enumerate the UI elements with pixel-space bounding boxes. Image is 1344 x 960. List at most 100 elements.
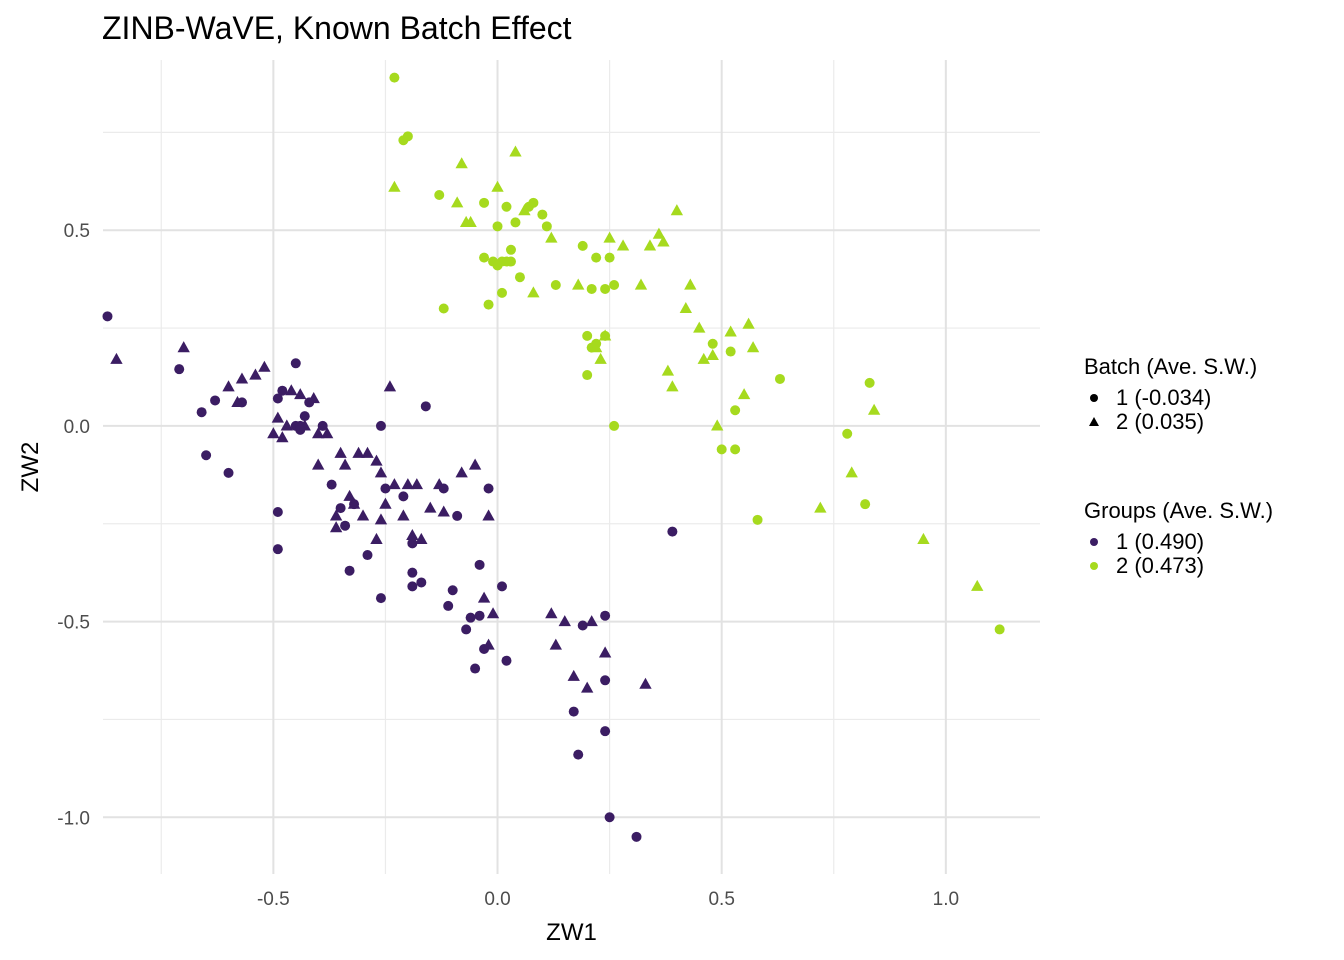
point-triangle-group-1 bbox=[411, 478, 423, 489]
point-triangle-group-1 bbox=[312, 459, 324, 470]
point-circle-group-1 bbox=[600, 726, 610, 736]
point-circle-group-2 bbox=[865, 378, 875, 388]
legend-batch-entry-2: 2 (0.035) bbox=[1084, 410, 1257, 434]
point-circle-group-2 bbox=[591, 253, 601, 263]
legend-batch-label-1: 1 (-0.034) bbox=[1116, 385, 1211, 411]
point-circle-group-1 bbox=[407, 568, 417, 578]
point-triangle-group-1 bbox=[581, 682, 593, 693]
circle-icon bbox=[1084, 388, 1104, 408]
point-circle-group-2 bbox=[389, 73, 399, 83]
point-triangle-group-1 bbox=[110, 353, 122, 364]
point-triangle-group-1 bbox=[424, 502, 436, 513]
point-circle-group-2 bbox=[479, 253, 489, 263]
point-triangle-group-2 bbox=[594, 353, 606, 364]
data-points bbox=[102, 73, 1004, 842]
point-circle-group-2 bbox=[587, 284, 597, 294]
y-axis-ticks: 0.5 0.0 -0.5 -1.0 bbox=[57, 221, 90, 829]
point-circle-group-1 bbox=[632, 832, 642, 842]
point-triangle-group-2 bbox=[388, 181, 400, 192]
legend-groups: Groups (Ave. S.W.) 1 (0.490) 2 (0.473) bbox=[1084, 498, 1273, 578]
point-triangle-group-2 bbox=[455, 157, 467, 168]
point-triangle-group-2 bbox=[814, 502, 826, 513]
point-circle-group-1 bbox=[667, 527, 677, 537]
point-circle-group-1 bbox=[475, 611, 485, 621]
point-circle-group-1 bbox=[443, 601, 453, 611]
point-triangle-group-1 bbox=[222, 380, 234, 391]
point-triangle-group-2 bbox=[451, 196, 463, 207]
point-triangle-group-2 bbox=[635, 279, 647, 290]
point-circle-group-1 bbox=[340, 521, 350, 531]
x-tick-label: 0.5 bbox=[708, 889, 734, 910]
point-circle-group-2 bbox=[510, 217, 520, 227]
point-circle-group-2 bbox=[479, 198, 489, 208]
point-circle-group-1 bbox=[102, 311, 112, 321]
point-triangle-group-1 bbox=[258, 361, 270, 372]
point-circle-group-2 bbox=[528, 198, 538, 208]
legend-batch-label-2: 2 (0.035) bbox=[1116, 409, 1204, 435]
point-circle-group-1 bbox=[273, 544, 283, 554]
point-circle-group-2 bbox=[600, 284, 610, 294]
point-triangle-group-1 bbox=[455, 466, 467, 477]
triangle-icon bbox=[1084, 412, 1104, 432]
minor-gridlines bbox=[103, 60, 1040, 874]
point-circle-group-1 bbox=[600, 611, 610, 621]
point-triangle-group-2 bbox=[671, 204, 683, 215]
legend-groups-entry-1: 1 (0.490) bbox=[1084, 530, 1273, 554]
point-circle-group-1 bbox=[345, 566, 355, 576]
y-tick-label: 0.5 bbox=[64, 221, 90, 242]
group-1-color-icon bbox=[1084, 532, 1104, 552]
point-circle-group-2 bbox=[434, 190, 444, 200]
point-circle-group-1 bbox=[448, 585, 458, 595]
point-circle-group-2 bbox=[609, 421, 619, 431]
point-circle-group-1 bbox=[210, 395, 220, 405]
point-circle-group-2 bbox=[515, 272, 525, 282]
point-circle-group-2 bbox=[542, 221, 552, 231]
point-circle-group-1 bbox=[407, 581, 417, 591]
point-circle-group-1 bbox=[470, 664, 480, 674]
point-circle-group-2 bbox=[578, 241, 588, 251]
point-triangle-group-1 bbox=[545, 607, 557, 618]
point-circle-group-2 bbox=[582, 331, 592, 341]
point-circle-group-2 bbox=[506, 257, 516, 267]
point-triangle-group-1 bbox=[267, 427, 279, 438]
point-circle-group-1 bbox=[224, 468, 234, 478]
point-triangle-group-2 bbox=[545, 232, 557, 243]
point-triangle-group-1 bbox=[397, 509, 409, 520]
point-circle-group-1 bbox=[573, 750, 583, 760]
point-triangle-group-2 bbox=[509, 145, 521, 156]
y-axis-label: ZW2 bbox=[17, 442, 44, 493]
point-triangle-group-2 bbox=[680, 302, 692, 313]
point-circle-group-2 bbox=[995, 624, 1005, 634]
point-triangle-group-2 bbox=[572, 279, 584, 290]
point-triangle-group-1 bbox=[361, 447, 373, 458]
point-triangle-group-2 bbox=[707, 349, 719, 360]
point-circle-group-2 bbox=[493, 221, 503, 231]
point-circle-group-1 bbox=[174, 364, 184, 374]
point-circle-group-1 bbox=[501, 656, 511, 666]
point-circle-group-1 bbox=[484, 484, 494, 494]
point-triangle-group-1 bbox=[482, 509, 494, 520]
point-circle-group-2 bbox=[439, 304, 449, 314]
point-triangle-group-1 bbox=[568, 670, 580, 681]
point-circle-group-2 bbox=[708, 339, 718, 349]
point-circle-group-1 bbox=[461, 624, 471, 634]
point-circle-group-2 bbox=[775, 374, 785, 384]
point-triangle-group-2 bbox=[724, 325, 736, 336]
point-circle-group-2 bbox=[582, 370, 592, 380]
point-circle-group-2 bbox=[726, 347, 736, 357]
point-circle-group-2 bbox=[730, 444, 740, 454]
point-triangle-group-1 bbox=[406, 529, 418, 540]
point-circle-group-2 bbox=[605, 253, 615, 263]
point-triangle-group-1 bbox=[357, 509, 369, 520]
point-circle-group-1 bbox=[273, 507, 283, 517]
point-circle-group-1 bbox=[363, 550, 373, 560]
point-circle-group-1 bbox=[421, 401, 431, 411]
x-tick-label: 1.0 bbox=[933, 889, 959, 910]
point-circle-group-1 bbox=[605, 812, 615, 822]
point-circle-group-2 bbox=[860, 499, 870, 509]
legend-groups-title: Groups (Ave. S.W.) bbox=[1084, 498, 1273, 524]
x-tick-label: -0.5 bbox=[257, 889, 290, 910]
point-triangle-group-1 bbox=[469, 459, 481, 470]
point-circle-group-1 bbox=[452, 511, 462, 521]
